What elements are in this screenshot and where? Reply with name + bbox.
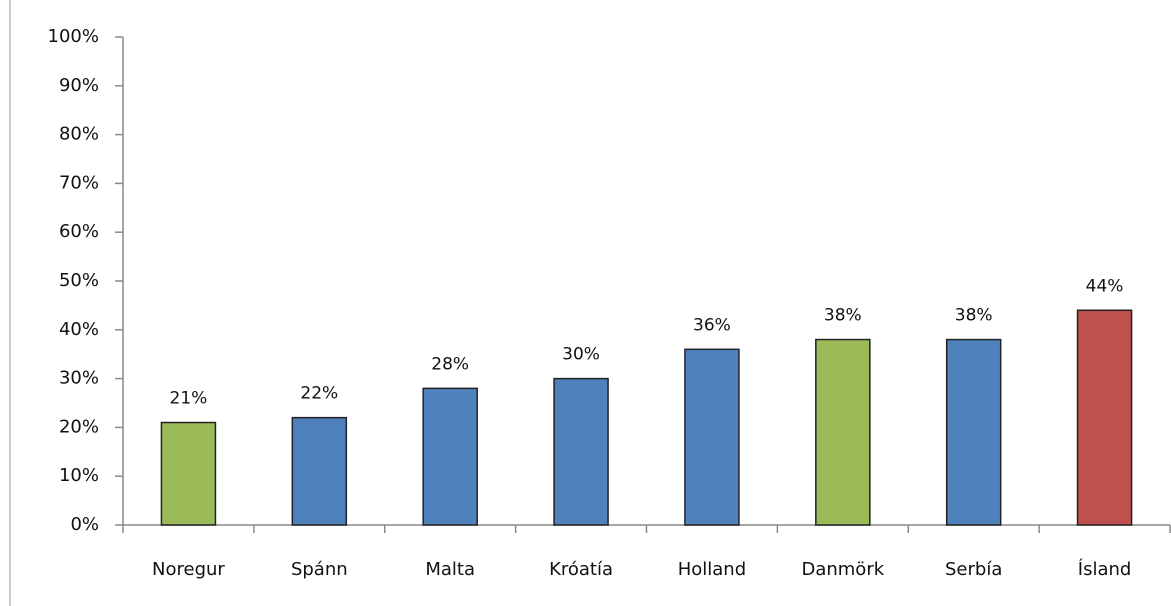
- x-tick-label: Króatía: [549, 559, 613, 580]
- data-label: 28%: [431, 354, 469, 374]
- data-label: 30%: [562, 345, 600, 365]
- bar: [160, 421, 217, 526]
- y-tick-label: 20%: [59, 416, 99, 437]
- x-tick-label: Serbía: [945, 559, 1002, 580]
- bar: [291, 416, 348, 526]
- bar: [815, 338, 871, 526]
- y-tick-label: 10%: [59, 465, 99, 486]
- bar: [945, 338, 1002, 526]
- y-tick-label: 80%: [59, 124, 99, 145]
- bar: [422, 387, 478, 526]
- x-tick-label: Danmörk: [801, 559, 884, 580]
- x-tick-label: Noregur: [152, 559, 225, 580]
- y-tick-label: 70%: [59, 172, 99, 193]
- data-label: 38%: [955, 306, 993, 326]
- bar: [684, 348, 740, 526]
- x-tick-label: Spánn: [291, 559, 348, 580]
- y-tick-label: 90%: [59, 75, 99, 96]
- data-label: 44%: [1086, 276, 1124, 296]
- data-label: 36%: [693, 315, 731, 335]
- x-tick-label: Holland: [678, 559, 746, 580]
- data-label: 22%: [300, 384, 338, 404]
- y-tick-label: 40%: [59, 319, 99, 340]
- x-tick-label: Ísland: [1078, 558, 1132, 580]
- data-label: 21%: [170, 389, 208, 409]
- bar: [553, 377, 609, 526]
- y-tick-label: 60%: [59, 221, 99, 242]
- data-label: 38%: [824, 306, 862, 326]
- y-tick-label: 50%: [59, 270, 99, 291]
- bar: [1076, 309, 1133, 526]
- y-tick-label: 0%: [70, 514, 99, 535]
- y-tick-label: 100%: [48, 26, 99, 47]
- x-tick-label: Malta: [425, 559, 475, 580]
- y-tick-label: 30%: [59, 368, 99, 389]
